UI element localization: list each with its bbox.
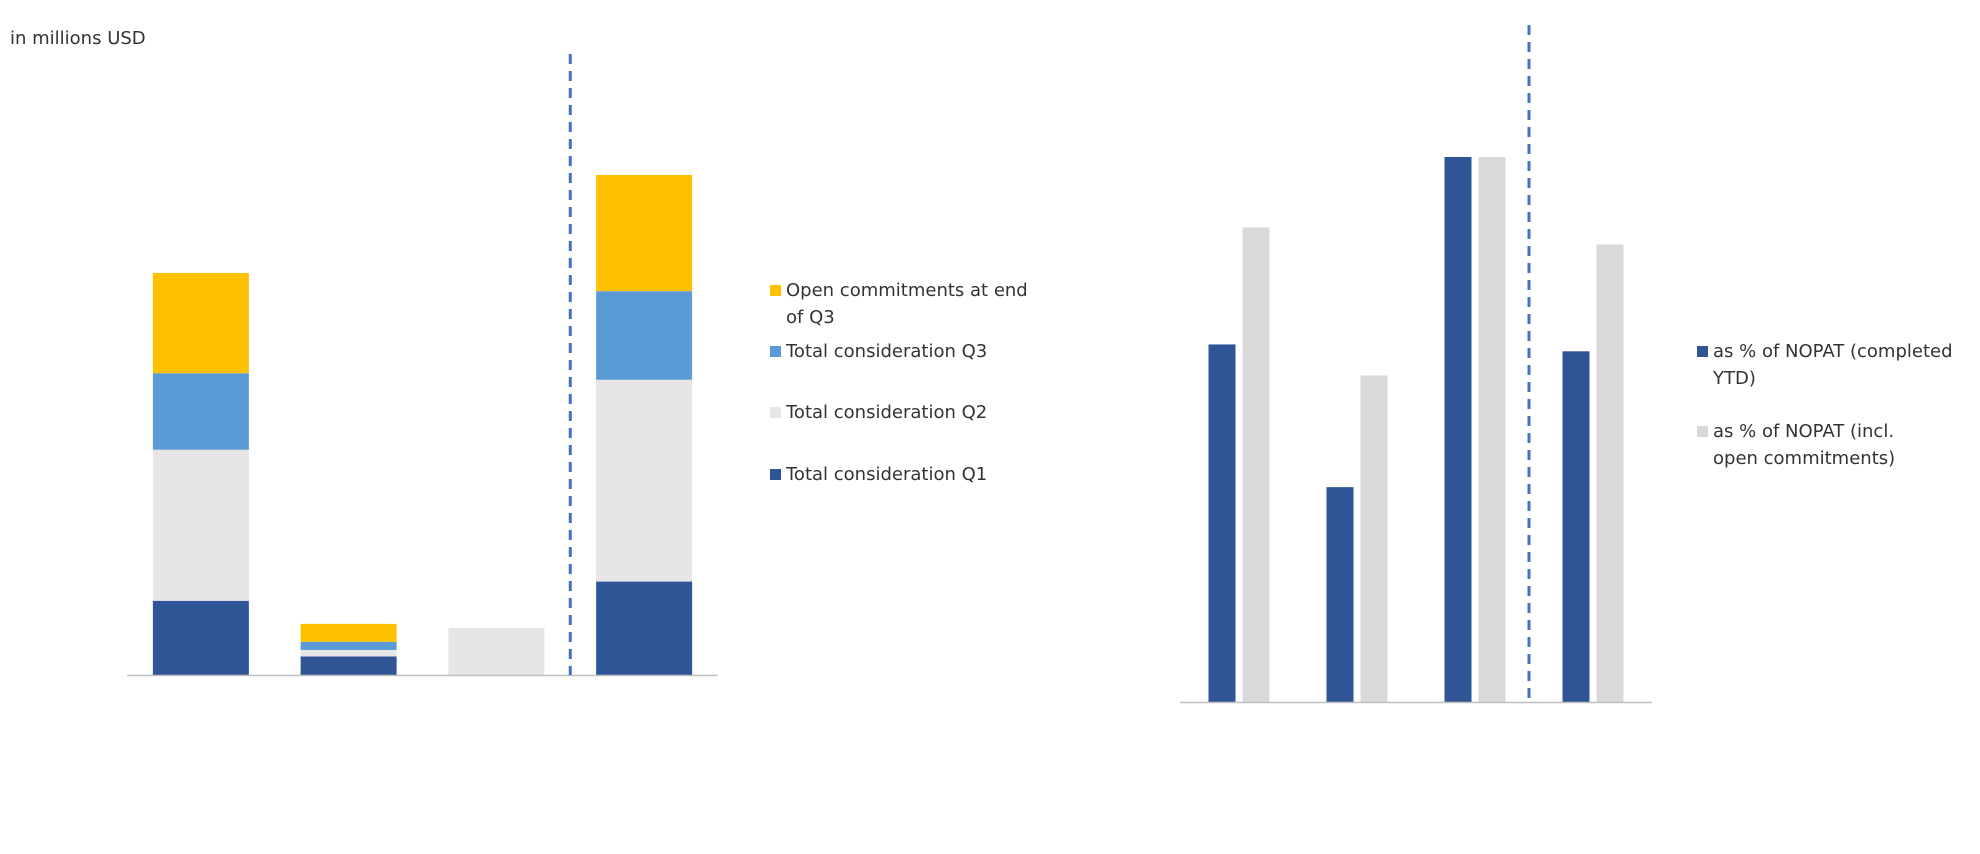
bar-total-consideration-q2-csi-excl-toi-lmn <box>152 449 249 601</box>
legend-swatch <box>770 469 781 480</box>
bar-as-of-nopat-completed-ytd-topicus <box>1326 487 1354 702</box>
legend-item-as-of-nopat-completed-ytd: as % of NOPAT (completed YTD) <box>1697 338 1977 392</box>
legend-swatch <box>1697 426 1708 437</box>
bar-as-of-nopat-completed-ytd-lumine <box>1444 156 1472 703</box>
legend-label: as % of NOPAT (completed YTD) <box>1713 341 1953 389</box>
legend-item-open-commitments-at-end-of-q3: Open commitments at end of Q3 <box>770 277 1040 331</box>
bar-as-of-nopat-incl-open-commitments-csi-excl-toi-lmn <box>1242 227 1270 702</box>
bar-open-commitments-at-end-of-q3-topicus <box>300 623 397 642</box>
legend-swatch <box>770 346 781 357</box>
legend-label: as % of NOPAT (incl. open commitments) <box>1713 421 1896 469</box>
bar-total-consideration-q3-fully-consolidated <box>596 291 693 380</box>
legend-item-total-consideration-q3: Total consideration Q3 <box>770 338 1040 365</box>
bar-total-consideration-q3-csi-excl-toi-lmn <box>152 373 249 450</box>
bar-open-commitments-at-end-of-q3-fully-consolidated <box>596 174 693 292</box>
unit-label: in millions USD <box>10 28 146 49</box>
legend-swatch <box>770 285 781 296</box>
bar-total-consideration-q1-topicus <box>300 656 397 675</box>
legend-label: Total consideration Q1 <box>786 464 988 485</box>
legend-item-total-consideration-q2: Total consideration Q2 <box>770 399 1040 426</box>
legend-item-as-of-nopat-incl-open-commitments: as % of NOPAT (incl. open commitments) <box>1697 418 1927 472</box>
bar-total-consideration-q3-topicus <box>300 641 397 650</box>
bar-total-consideration-q2-topicus <box>300 649 397 657</box>
legend-label: Open commitments at end of Q3 <box>786 280 1028 328</box>
bar-as-of-nopat-incl-open-commitments-lumine <box>1478 156 1506 703</box>
bar-as-of-nopat-incl-open-commitments-topicus <box>1360 375 1388 702</box>
bar-open-commitments-at-end-of-q3-csi-excl-toi-lmn <box>152 272 249 374</box>
bar-total-consideration-q2-fully-consolidated <box>596 379 693 582</box>
legend-label: Total consideration Q3 <box>786 341 988 362</box>
bar-total-consideration-q1-csi-excl-toi-lmn <box>152 600 249 675</box>
bar-as-of-nopat-incl-open-commitments-fully-consolidated <box>1596 244 1624 702</box>
bar-as-of-nopat-completed-ytd-csi-excl-toi-lmn <box>1208 344 1236 702</box>
bar-total-consideration-q1-fully-consolidated <box>596 581 693 675</box>
legend-label: Total consideration Q2 <box>786 402 988 423</box>
bar-total-consideration-q2-lumine <box>448 627 545 675</box>
legend-swatch <box>770 407 781 418</box>
legend-item-total-consideration-q1: Total consideration Q1 <box>770 461 1040 488</box>
legend-swatch <box>1697 346 1708 357</box>
bar-as-of-nopat-completed-ytd-fully-consolidated <box>1562 351 1590 702</box>
